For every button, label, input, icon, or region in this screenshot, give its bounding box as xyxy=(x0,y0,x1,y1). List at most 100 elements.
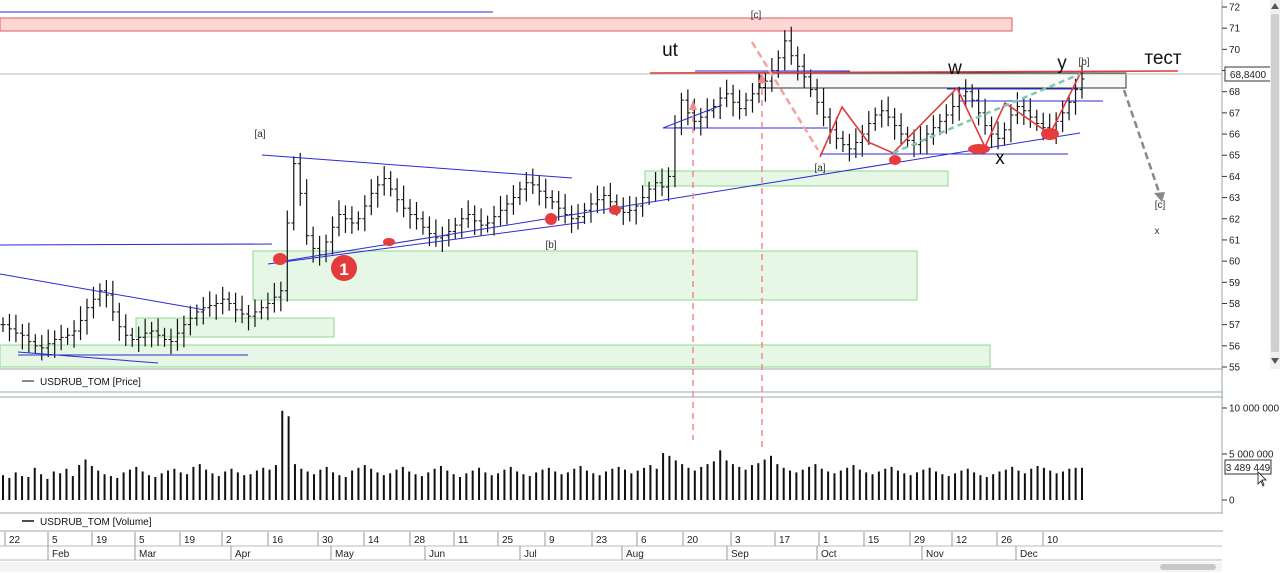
month-tick-label: Oct xyxy=(821,549,837,560)
price-bar xyxy=(536,175,542,206)
day-tick-label: 19 xyxy=(96,535,108,546)
volume-bar xyxy=(408,471,411,500)
volume-bar xyxy=(846,467,849,500)
volume-bar xyxy=(211,473,214,500)
price-scrollbar-thumb[interactable] xyxy=(1271,14,1279,352)
price-bar xyxy=(304,179,310,245)
price-bar xyxy=(136,326,142,352)
volume-bars xyxy=(2,410,1083,500)
price-tick-label: 58 xyxy=(1229,299,1241,310)
volume-bar xyxy=(205,469,208,500)
price-bar xyxy=(930,115,936,145)
volume-bar xyxy=(395,469,398,500)
volume-bar xyxy=(65,468,68,500)
volume-bar xyxy=(693,470,696,500)
day-tick-label: 5 xyxy=(139,535,145,546)
volume-bar xyxy=(604,471,607,500)
price-bar xyxy=(969,84,975,108)
price-bar xyxy=(97,283,103,307)
volume-bar xyxy=(808,466,811,500)
volume-bar xyxy=(814,464,817,500)
volume-bar xyxy=(655,468,658,500)
volume-bar xyxy=(649,465,652,500)
volume-bar xyxy=(954,473,957,500)
price-bar xyxy=(749,83,755,113)
volume-bar xyxy=(439,465,442,500)
month-tick-label: Apr xyxy=(235,549,251,560)
resistance-zone xyxy=(0,17,1013,32)
time-scrollbar-thumb[interactable] xyxy=(1160,564,1216,570)
price-bar xyxy=(103,279,109,308)
wave-label-b-left: [b] xyxy=(545,240,556,251)
scroll-down-icon[interactable] xyxy=(1271,358,1279,364)
time-scrollbar-track[interactable] xyxy=(0,562,1222,572)
price-bar xyxy=(821,88,827,127)
label-w: w xyxy=(947,58,962,79)
price-bar xyxy=(943,104,949,134)
price-bar xyxy=(45,329,51,358)
dashed-guide-1-head xyxy=(689,100,697,110)
price-tick-label: 62 xyxy=(1229,214,1241,225)
trendlines-layer xyxy=(0,11,1179,364)
wave-label-b-right: [b] xyxy=(1078,57,1089,68)
volume-bar xyxy=(268,469,271,500)
time-scrollbar[interactable] xyxy=(0,562,1222,572)
volume-bar xyxy=(293,464,296,500)
volume-bar xyxy=(179,472,182,500)
volume-bar xyxy=(877,471,880,500)
volume-bar xyxy=(731,464,734,500)
price-bar xyxy=(937,113,943,136)
volume-bar xyxy=(433,468,436,500)
volume-bar xyxy=(21,476,24,500)
price-bar xyxy=(452,217,458,239)
volume-bar xyxy=(135,466,138,500)
volume-bar xyxy=(313,474,316,500)
price-bar xyxy=(756,73,762,103)
price-bar xyxy=(297,152,303,206)
volume-bar xyxy=(401,466,404,500)
price-bar xyxy=(330,216,336,255)
price-bar xyxy=(239,295,245,324)
price-bar xyxy=(485,215,491,233)
price-bar xyxy=(233,292,239,323)
price-bar xyxy=(207,291,213,317)
volume-bar xyxy=(668,455,671,500)
price-tick-label: 72 xyxy=(1229,3,1241,14)
volume-bar xyxy=(141,471,144,500)
price-bar xyxy=(788,26,794,65)
price-bar xyxy=(659,168,665,197)
volume-bar xyxy=(865,472,868,500)
scroll-up-icon[interactable] xyxy=(1271,3,1279,9)
volume-bar xyxy=(763,459,766,500)
price-scrollbar[interactable] xyxy=(1270,0,1280,369)
volume-bar xyxy=(535,472,538,500)
price-bar xyxy=(149,321,155,348)
volume-bar xyxy=(579,465,582,500)
volume-bar xyxy=(382,475,385,500)
volume-bar xyxy=(363,465,366,500)
volume-bar xyxy=(128,469,131,500)
wave-label-c-top: [c] xyxy=(751,10,762,21)
day-tick-label: 1 xyxy=(823,535,829,546)
price-bar xyxy=(549,190,555,210)
volume-bar xyxy=(490,475,493,500)
price-bar xyxy=(110,280,116,322)
volume-bar xyxy=(712,461,715,500)
volume-bar xyxy=(122,472,125,500)
price-bar xyxy=(950,92,956,125)
price-bar xyxy=(58,324,64,351)
markers-layer: 1 xyxy=(273,128,1059,281)
price-bar xyxy=(762,72,768,102)
day-tick-label: 2 xyxy=(226,535,232,546)
price-bar xyxy=(840,130,846,153)
volume-bar xyxy=(357,467,360,500)
price-bar xyxy=(342,205,348,233)
volume-bar xyxy=(947,476,950,500)
month-tick-label: Sep xyxy=(731,549,749,560)
volume-bar xyxy=(71,476,74,500)
price-bar xyxy=(698,108,704,136)
marker-blob xyxy=(1041,128,1059,140)
volume-bar xyxy=(636,470,639,500)
volume-bar xyxy=(160,473,163,500)
volume-bar xyxy=(985,477,988,500)
